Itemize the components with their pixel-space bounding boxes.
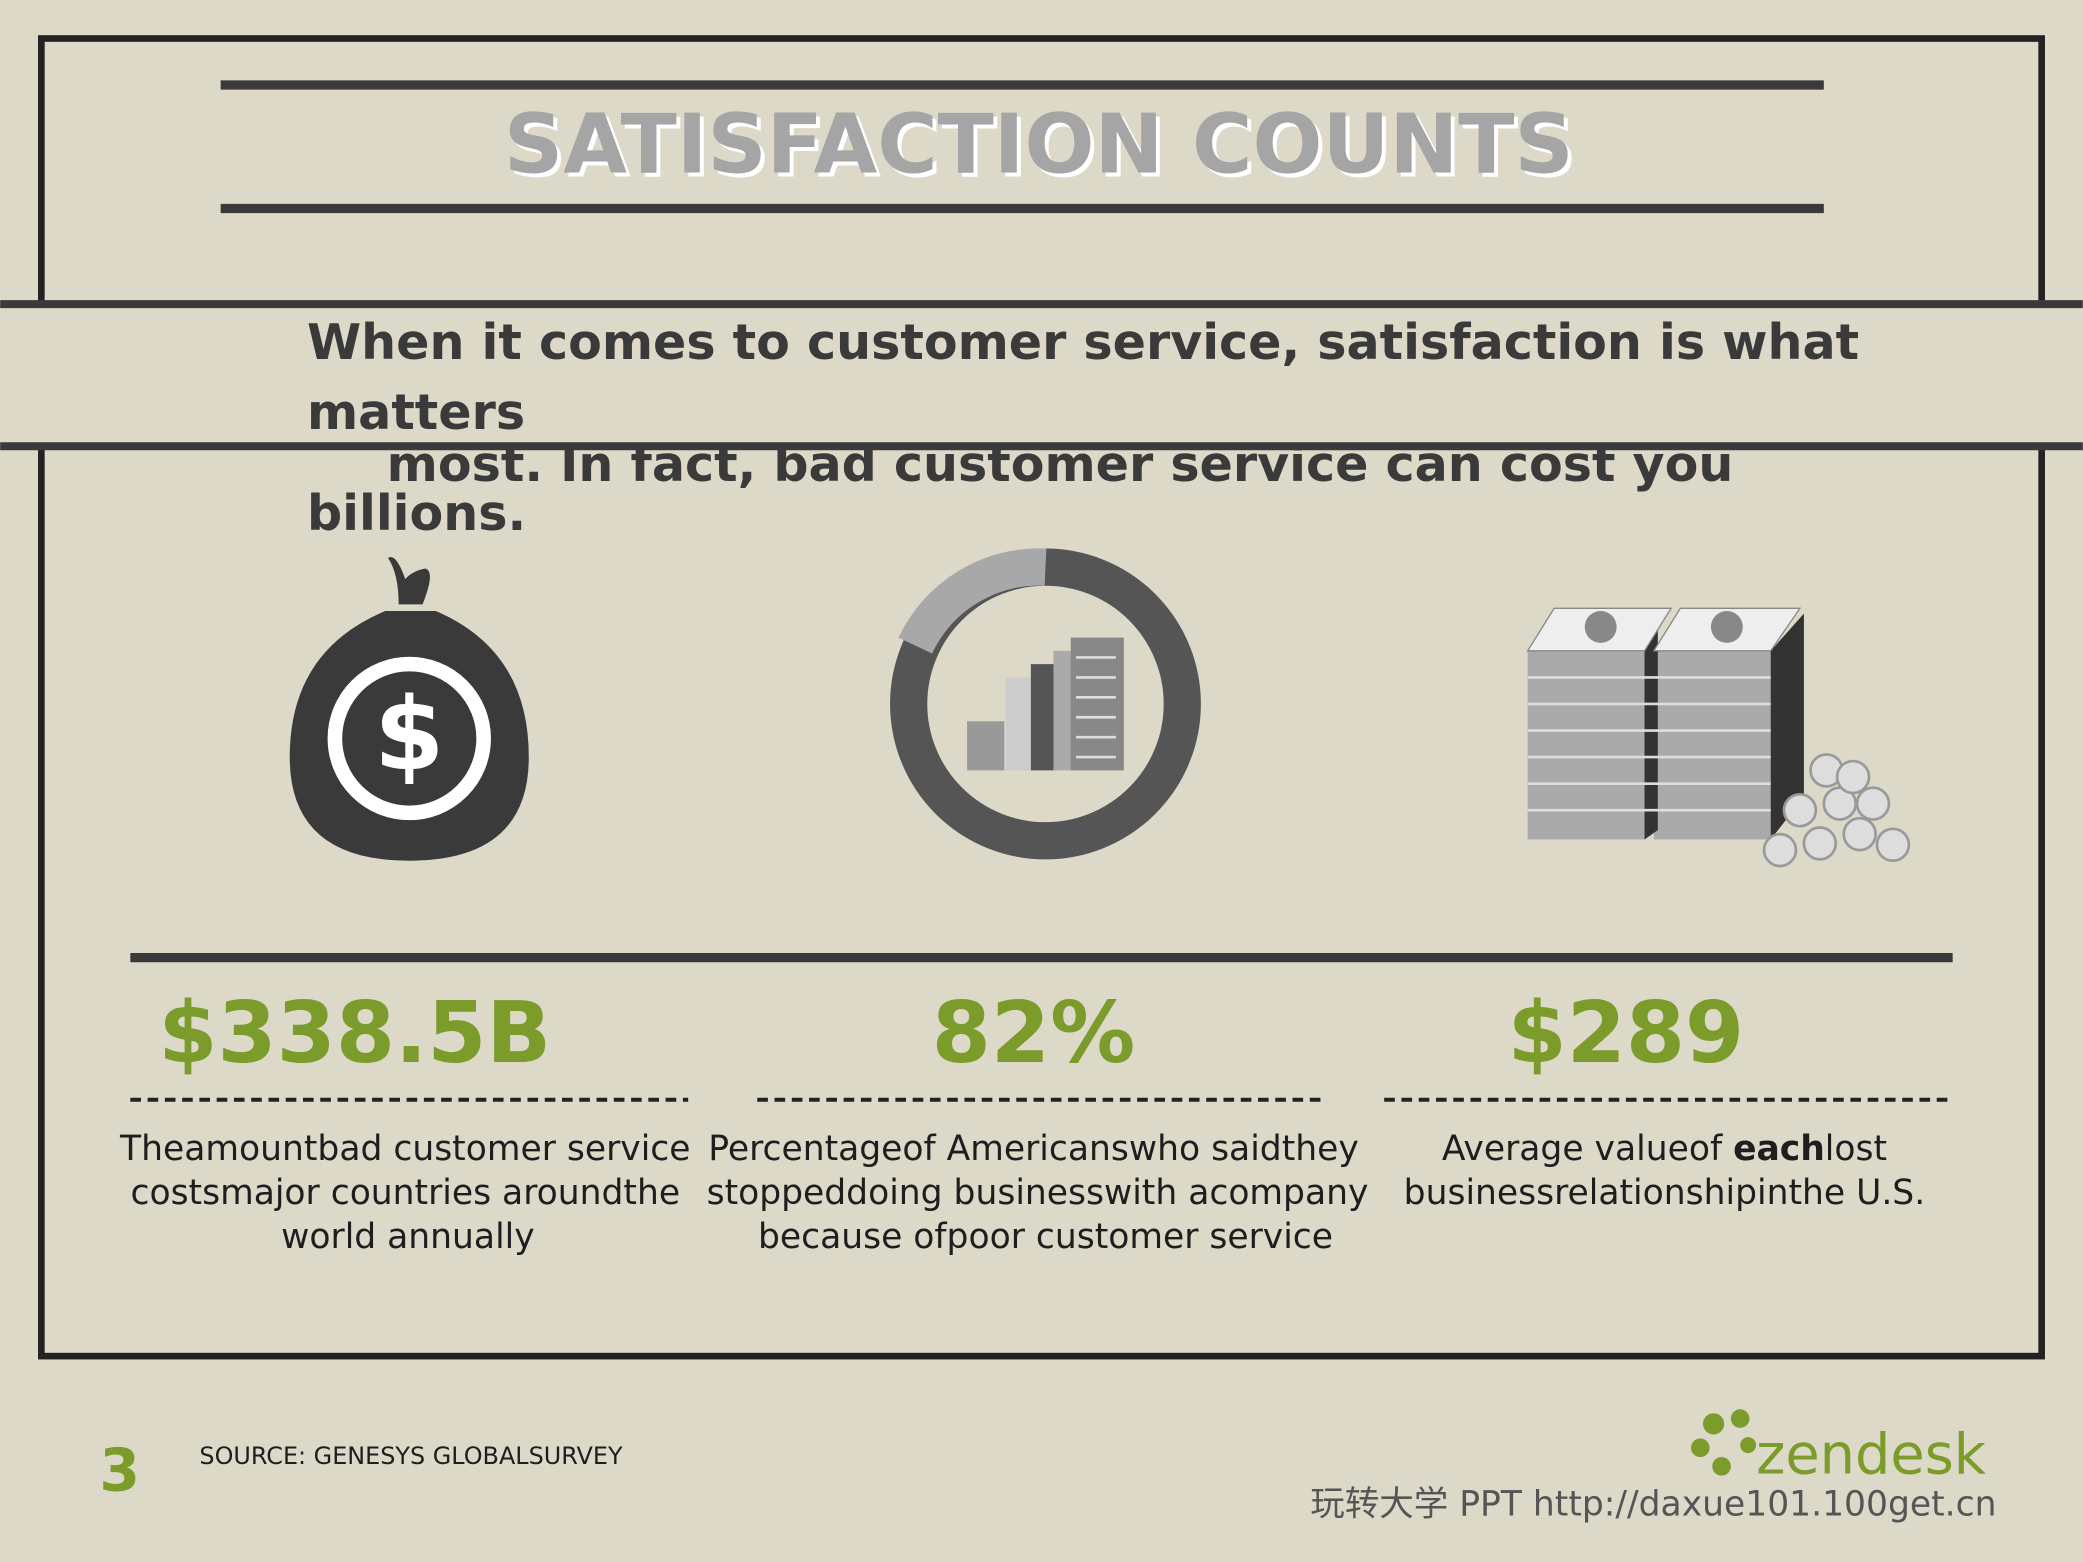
stat-description: businessrelationshipinthe U.S.: [1404, 1173, 1926, 1213]
intro-line: When it comes to customer service, satis…: [307, 313, 1859, 371]
stat-value: $338.5B: [158, 984, 551, 1083]
intro-line: billions.: [307, 484, 526, 542]
stat-description: Percentageof Americanswho saidthey: [708, 1129, 1359, 1169]
stat-description: Average valueof eachlost: [1442, 1129, 1887, 1169]
frame: [38, 35, 2045, 1360]
svg-text:$: $: [374, 675, 444, 793]
text-part: Theamountbad customer service: [119, 1129, 690, 1169]
intro-line: matters: [307, 383, 525, 441]
stat-value: $289: [1508, 984, 1745, 1083]
text-part: because ofpoor customer service: [758, 1216, 1333, 1256]
text-part: businessrelationshipinthe U.S.: [1404, 1173, 1926, 1213]
title-shadow: SATISFACTION COUNTS: [508, 102, 1578, 197]
text-part: world annually: [281, 1216, 535, 1256]
band: [0, 304, 2083, 447]
text-part: Percentageof Americanswho saidthey: [708, 1129, 1359, 1169]
money-bag-icon: $: [289, 556, 529, 861]
page-number: 3: [99, 1436, 140, 1504]
stat-description: Theamountbad customer service: [119, 1129, 690, 1169]
intro-line: most. In fact, bad customer service can …: [387, 435, 1734, 493]
source: SOURCE: GENESYS GLOBALSURVEY: [199, 1442, 623, 1470]
stat-description: costsmajor countries aroundthe: [130, 1173, 680, 1213]
text-part: costsmajor countries aroundthe: [130, 1173, 680, 1213]
logo: zendesk: [1756, 1423, 1987, 1488]
logo-mark: [1691, 1409, 1757, 1476]
stat-value: 82%: [932, 984, 1135, 1083]
stat-description: world annually: [281, 1216, 535, 1256]
money-stack-icon: [1526, 607, 1911, 868]
text-part: Average valueof: [1442, 1129, 1733, 1169]
text-part: stoppeddoing businesswith acompany: [707, 1173, 1369, 1213]
text-part: lost: [1825, 1129, 1887, 1169]
text-part: each: [1733, 1129, 1825, 1169]
stat-description: stoppeddoing businesswith acompany: [707, 1173, 1369, 1213]
stat-description: because ofpoor customer service: [758, 1216, 1333, 1256]
watermark: 玩转大学 PPT http://daxue101.100get.cn: [1310, 1485, 1996, 1525]
title: SATISFACTION COUNTS: [504, 98, 1574, 193]
donut-icon: [890, 548, 1201, 860]
